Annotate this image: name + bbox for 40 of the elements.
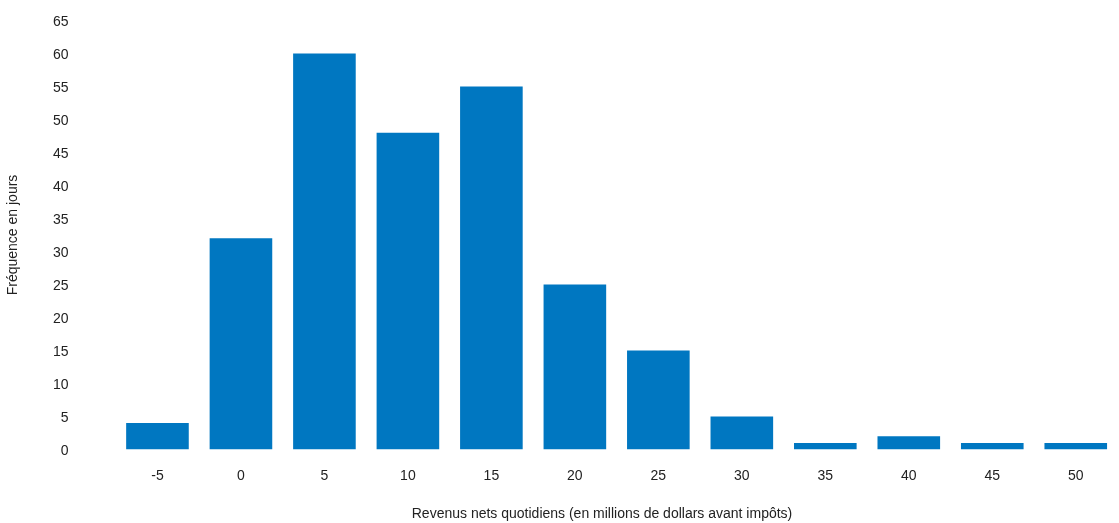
bar [710,416,774,450]
y-tick-label: 40 [52,177,69,194]
y-tick-label: 50 [52,111,69,128]
y-tick-label: 0 [60,441,69,458]
y-axis-title: Fréquence en jours [3,174,20,296]
y-tick-label: 15 [52,342,69,359]
bar [627,350,690,450]
x-axis-title: Revenus nets quotidiens (en millions de dollars avant impôts) [411,504,793,521]
x-tick-label: 35 [817,466,834,483]
y-tick-label: 60 [52,45,69,62]
x-tick-label: 25 [650,466,667,483]
x-tick-label: 30 [734,466,750,483]
bar [293,53,356,450]
bar [960,442,1024,450]
bar [376,132,440,450]
bar [543,284,607,450]
x-tick-label: 40 [901,466,917,483]
bar [1044,442,1108,450]
y-tick-label: 5 [60,408,69,425]
y-tick-label: 25 [52,276,69,293]
y-tick-label: 55 [52,78,69,95]
x-tick-label: 5 [320,466,329,483]
x-tick-label: 15 [483,466,500,483]
y-tick-label: 10 [52,375,69,392]
y-tick-label: 20 [52,309,69,326]
bar [794,442,857,450]
bar [877,436,941,450]
x-tick-label: 20 [567,466,583,483]
bar [126,423,189,450]
bar [209,238,273,450]
x-tick-label: 45 [984,466,1001,483]
y-tick-label: 45 [52,144,69,161]
y-tick-label: 30 [52,243,69,260]
x-tick-label: 50 [1067,466,1084,483]
y-tick-label: 35 [52,210,69,227]
bar [460,86,523,450]
x-tick-label: 0 [237,466,246,483]
x-tick-label: -5 [151,466,164,483]
x-tick-label: 10 [400,466,416,483]
y-tick-label: 65 [52,12,69,29]
